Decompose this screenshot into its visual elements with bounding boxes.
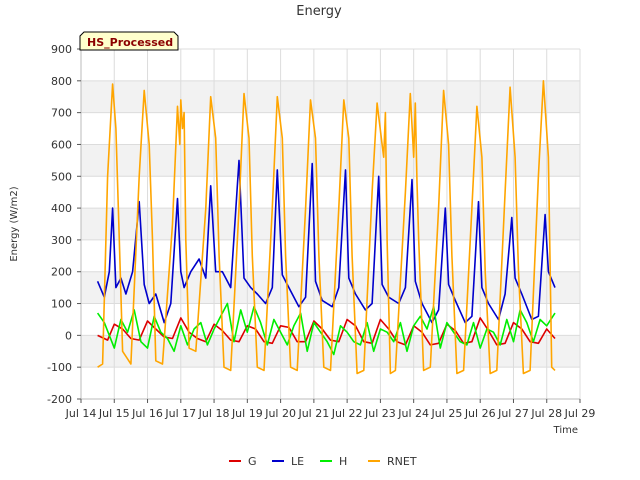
x-tick-label: Jul 21 <box>297 407 329 420</box>
y-tick-label: 0 <box>65 329 72 342</box>
x-tick-label: Jul 27 <box>497 407 529 420</box>
series-line-g <box>97 317 556 346</box>
background-band <box>81 80 580 113</box>
legend-label-rnet: RNET <box>387 455 417 468</box>
x-axis-label: Time <box>553 425 578 436</box>
series-line-rnet <box>97 80 556 375</box>
x-tick-label: Jul 15 <box>98 407 130 420</box>
y-axis-label: Energy (W/m2) <box>9 186 20 261</box>
legend-label-le: LE <box>291 455 304 468</box>
x-tick-label: Jul 26 <box>464 407 496 420</box>
background-band <box>81 176 580 209</box>
badge-box <box>79 31 179 51</box>
series-line-le <box>96 159 556 324</box>
y-tick-label: -100 <box>47 361 72 374</box>
y-tick-label: 200 <box>51 266 72 279</box>
x-tick-label: Jul 22 <box>331 407 363 420</box>
x-tick-label: Jul 29 <box>564 407 596 420</box>
legend-label-g: G <box>248 455 257 468</box>
legend-label-h: H <box>339 455 347 468</box>
x-tick-label: Jul 24 <box>397 407 429 420</box>
legend: G LE H RNET <box>229 455 417 468</box>
background-band <box>81 112 580 145</box>
x-tick-label: Jul 16 <box>131 407 163 420</box>
background-band <box>81 239 580 272</box>
background-band <box>81 49 580 81</box>
x-tick-label: Jul 25 <box>431 407 463 420</box>
background-band <box>81 208 580 240</box>
background-band <box>81 144 580 177</box>
axes <box>80 49 580 400</box>
plot-background-bands <box>81 49 580 399</box>
x-tick-label: Jul 18 <box>198 407 230 420</box>
x-tick-label: Jul 14 <box>65 407 97 420</box>
y-tick-label: 500 <box>51 170 72 183</box>
background-band <box>81 271 580 304</box>
y-tick-label: 600 <box>51 138 72 151</box>
processed-badge: HS_Processed <box>79 31 179 51</box>
x-tick-label: Jul 28 <box>530 407 562 420</box>
y-tick-label: 400 <box>51 202 72 215</box>
y-tick-label: 100 <box>51 298 72 311</box>
y-tick-label: -200 <box>47 393 72 406</box>
badge-text: HS_Processed <box>87 36 173 49</box>
y-tick-label: 800 <box>51 75 72 88</box>
x-axis-ticks: Jul 14 Jul 15 Jul 16 Jul 17 Jul 18 Jul 19 Jul … <box>65 399 596 420</box>
y-tick-label: 300 <box>51 234 72 247</box>
x-tick-label: Jul 20 <box>264 407 296 420</box>
chart-title: Energy <box>296 4 342 19</box>
x-tick-label: Jul 17 <box>164 407 196 420</box>
y-axis-ticks: -200 -100 0 100 200 300 400 500 600 700 800 900 <box>47 43 81 406</box>
x-tick-label: Jul 19 <box>231 407 263 420</box>
y-tick-label: 700 <box>51 107 72 120</box>
background-band <box>81 367 580 399</box>
series-line-h <box>96 302 556 356</box>
x-tick-label: Jul 23 <box>364 407 396 420</box>
series-lines <box>96 80 556 375</box>
y-tick-label: 900 <box>51 43 72 56</box>
